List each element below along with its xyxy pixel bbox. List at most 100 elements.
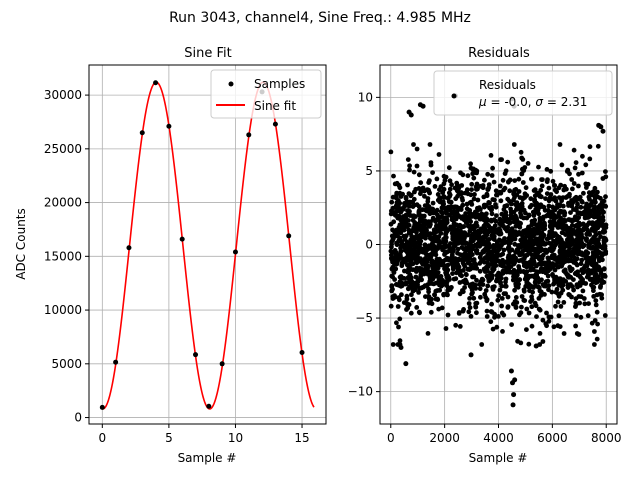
residual-point [507, 269, 512, 275]
residual-point [591, 258, 597, 264]
residual-point [418, 180, 424, 186]
residual-point [555, 214, 560, 220]
residual-point [491, 284, 497, 289]
residual-point [424, 269, 429, 274]
residual-point [573, 207, 579, 213]
residual-point [566, 193, 572, 199]
residual-point [491, 179, 497, 185]
residual-point [568, 274, 574, 280]
residual-point [396, 297, 402, 303]
residual-point [462, 285, 467, 290]
residual-point [554, 241, 559, 247]
residual-point [414, 163, 420, 169]
residual-point [524, 306, 530, 312]
residual-point [503, 291, 508, 296]
residual-outlier-point [468, 352, 474, 358]
residual-point [425, 331, 431, 336]
residual-point [511, 267, 517, 273]
residual-point [399, 280, 405, 286]
residual-point [557, 244, 563, 250]
sine-fit-y-tick-label: 0 [74, 411, 82, 425]
residual-point [408, 310, 414, 316]
residual-point [536, 226, 542, 232]
residual-point [531, 213, 537, 218]
residual-point [489, 173, 495, 178]
residual-point [489, 275, 495, 281]
residual-point [497, 217, 503, 223]
residual-point [503, 268, 508, 274]
residual-point [414, 260, 420, 266]
residual-point [499, 211, 505, 217]
residuals-y-tick-label: −5 [355, 311, 373, 325]
residual-point [570, 186, 575, 192]
residual-point [430, 200, 436, 206]
residual-point [584, 274, 590, 280]
residual-point [586, 267, 592, 273]
residual-point [464, 187, 470, 193]
residual-point [396, 213, 402, 219]
residual-point [466, 309, 472, 315]
residual-point [598, 195, 603, 201]
residual-point [400, 218, 406, 224]
residual-point [427, 190, 432, 196]
residual-point [586, 190, 592, 196]
legend-residuals-marker [451, 93, 457, 99]
residual-point [394, 255, 400, 261]
residual-point [438, 222, 444, 227]
residual-point [525, 280, 530, 286]
residual-point [571, 217, 577, 223]
residual-point [594, 237, 600, 243]
residuals-y-tick-label: 10 [358, 90, 373, 104]
residual-point [481, 223, 487, 229]
residual-point [534, 230, 540, 236]
residual-point [530, 289, 535, 295]
residual-point [440, 189, 445, 195]
sine-fit-y-tick-label: 30000 [44, 88, 82, 102]
residual-point [500, 329, 505, 334]
residual-point [529, 304, 535, 310]
residual-point [579, 170, 585, 176]
residual-point [595, 321, 600, 327]
residual-point [526, 341, 532, 347]
residual-point [411, 246, 417, 252]
residual-point [602, 313, 608, 318]
residual-point [473, 301, 479, 306]
residual-outlier-point [408, 112, 414, 118]
residual-point [481, 248, 487, 253]
residual-point [394, 242, 400, 248]
residual-point [575, 201, 580, 207]
residual-point [416, 204, 422, 209]
residual-point [513, 223, 519, 229]
residual-point [573, 296, 579, 302]
sine-fit-y-tick-label: 15000 [44, 249, 82, 263]
residual-point [485, 171, 491, 177]
residual-point [484, 260, 490, 265]
residual-point [410, 287, 416, 292]
residual-point [444, 215, 449, 221]
residual-point [447, 192, 453, 198]
residual-point [497, 259, 503, 264]
residual-point [519, 294, 525, 299]
residual-point [401, 276, 407, 281]
residual-point [601, 198, 607, 204]
residual-point [496, 314, 501, 319]
sample-point [113, 359, 119, 365]
residuals-panel: Residuals 0 2000 4000 6000 8000 −10 −5 0 5 10 Sam… [348, 46, 622, 465]
residual-point [456, 256, 461, 262]
residual-point [546, 314, 552, 320]
residual-point [599, 280, 605, 286]
residual-point [455, 250, 460, 256]
residual-point [467, 228, 473, 234]
residual-point [490, 268, 496, 274]
residual-point [507, 247, 513, 253]
residual-point [505, 159, 511, 165]
residual-point [464, 280, 470, 286]
residual-point [572, 165, 578, 171]
residual-point [587, 144, 593, 150]
residual-point [571, 181, 577, 186]
residual-point [555, 225, 561, 230]
residual-point [405, 182, 410, 188]
residual-point [426, 286, 431, 292]
residual-point [504, 219, 510, 225]
residual-point [532, 252, 538, 258]
